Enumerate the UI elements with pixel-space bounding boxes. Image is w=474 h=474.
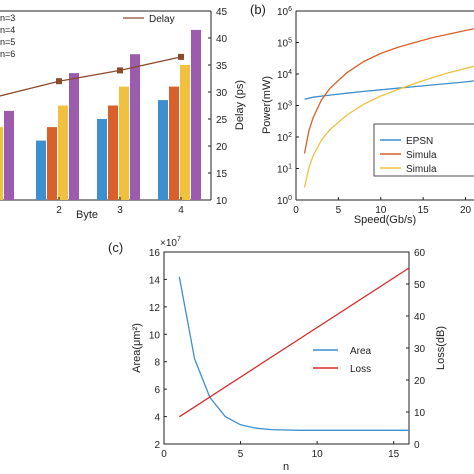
legend-entry-epsn: EPSN (406, 136, 433, 147)
panel-c-x-tick-label: 15 (388, 449, 400, 460)
panel-a-y2-tick-label: 30 (216, 88, 228, 99)
panel-b-x-tick-label: 5 (336, 205, 342, 216)
legend-entry-area: Area (350, 346, 372, 357)
panel-a-x-tick-label: 3 (117, 205, 123, 216)
panel-c-y2-tick-label: 20 (414, 376, 426, 387)
bar-n6-byte-1 (4, 110, 14, 200)
panel-b-y-tick-label: 106 (277, 6, 292, 18)
panel-c-y-multiplier: ×107 (160, 236, 181, 249)
series-area-line (178, 276, 409, 431)
panel-b-legend: EPSN Simula Simula (373, 123, 474, 177)
panel-c-y-tick-label: 14 (149, 275, 161, 286)
bar-n3-byte-2 (36, 140, 46, 200)
bar-n6-byte-4 (191, 29, 201, 201)
panel-c-label: (c) (108, 240, 123, 255)
panel-b-y-tick-label: 100 (277, 195, 292, 207)
panel-b-label: (b) (250, 2, 266, 17)
panel-b-y-tick-label: 103 (277, 101, 292, 113)
panel-b-y-tick-label: 105 (277, 38, 292, 50)
legend-entry-n3: n=3 (0, 13, 15, 23)
panel-a-y2-axis-label: Delay (ps) (234, 80, 246, 130)
legend-entry-n4: n=4 (0, 25, 15, 35)
delay-marker-4 (178, 53, 184, 60)
delay-marker-2 (56, 78, 62, 85)
panel-a: 2 3 4 10 15 20 25 30 35 40 45 Byte Delay (ps) n=3… (0, 7, 246, 221)
panel-b-x-axis-label: Speed(Gb/s) (354, 214, 416, 226)
delay-marker-3 (117, 67, 123, 74)
bar-n3-byte-3 (97, 119, 107, 200)
panel-b-y-axis-label: Power(mW) (261, 76, 273, 134)
bar-n5-byte-1 (0, 127, 3, 200)
panel-c-x-axis-label: n (283, 461, 289, 473)
legend-entry-delay: Delay (149, 14, 175, 25)
panel-a-x-axis-label: Byte (76, 209, 98, 221)
panel-c-y-tick-label: 12 (149, 303, 161, 314)
panel-b-x-tick-label: 10 (375, 205, 387, 216)
bar-n6-byte-2 (69, 73, 79, 200)
legend-entry-loss: Loss (350, 364, 371, 375)
panel-c-y2-tick-label: 0 (414, 440, 420, 451)
panel-a-y2-tick-label: 45 (216, 7, 228, 18)
panel-c-x-tick-label: 10 (312, 449, 324, 460)
bar-n4-byte-4 (169, 86, 179, 200)
panel-a-x-tick-label: 4 (178, 205, 184, 216)
panel-c-y-tick-label: 16 (149, 248, 161, 259)
bar-n5-byte-4 (180, 65, 190, 200)
panel-c-y-tick-label: 10 (149, 330, 161, 341)
panel-a-y2-tick-label: 15 (216, 169, 228, 180)
panel-a-y2-tick-label: 35 (216, 61, 228, 72)
panel-b-x-tick-label: 20 (460, 205, 472, 216)
panel-c-y-axis-label: Area(μm²) (131, 323, 143, 373)
panel-a-y2-tick-label: 40 (216, 34, 228, 45)
panel-b-y-tick-label: 104 (277, 69, 292, 81)
panel-c-x-tick-label: 5 (238, 449, 244, 460)
legend-entry-n6: n=6 (0, 49, 15, 59)
panel-c-y2-tick-label: 50 (414, 280, 426, 291)
panel-c-y-tick-label: 2 (154, 440, 160, 451)
bar-n6-byte-3 (130, 54, 140, 201)
legend-entry-simula-1: Simula (406, 150, 437, 161)
panel-b-x-tick-label: 0 (293, 205, 299, 216)
panel-a-legend-delay: Delay (123, 14, 175, 25)
panel-c-legend: Area Loss (313, 346, 372, 375)
panel-c-y2-tick-label: 10 (414, 408, 426, 419)
panel-b-x-tick-label: 15 (418, 205, 430, 216)
panel-c-x-tick-label: 0 (161, 449, 167, 460)
panel-c: (c) ×107 0 5 10 15 2 4 6 8 10 12 14 16 0 10 20 30 40 50… (108, 236, 447, 473)
bar-n5-byte-3 (119, 86, 129, 200)
panel-c-y2-tick-label: 30 (414, 344, 426, 355)
bar-n5-byte-2 (58, 105, 68, 200)
panel-c-y-tick-label: 4 (154, 413, 160, 424)
panel-a-y2-tick-label: 25 (216, 115, 228, 126)
series-epsn-line (304, 80, 474, 100)
bar-n4-byte-3 (108, 105, 118, 200)
panel-c-y2-tick-label: 60 (414, 248, 426, 259)
series-simula-1-line (303, 28, 474, 154)
bar-n4-byte-2 (47, 127, 57, 200)
panel-c-y2-tick-label: 40 (414, 312, 426, 323)
legend-entry-simula-2: Simula (406, 164, 437, 175)
panel-c-y-tick-label: 8 (154, 358, 160, 369)
panel-a-y2-tick-label: 10 (216, 196, 228, 207)
series-simula-2-line (303, 65, 474, 188)
panel-b: (b) 0 5 10 15 20 100 101 102 103 104 105 106 Speed… (250, 2, 474, 226)
legend-entry-n5: n=5 (0, 37, 15, 47)
series-loss-line (178, 267, 410, 418)
panel-c-y2-axis-label: Loss(dB) (435, 326, 447, 370)
panel-b-y-tick-label: 102 (277, 132, 292, 144)
panel-a-y2-tick-label: 20 (216, 142, 228, 153)
panel-a-x-tick-label: 2 (56, 205, 62, 216)
delay-line (0, 56, 182, 97)
panel-a-legend-bars: n=3 n=4 n=5 n=6 (0, 13, 15, 59)
panel-c-y-tick-label: 6 (154, 385, 160, 396)
panel-b-y-tick-label: 101 (277, 164, 292, 176)
bar-n3-byte-4 (158, 100, 168, 200)
